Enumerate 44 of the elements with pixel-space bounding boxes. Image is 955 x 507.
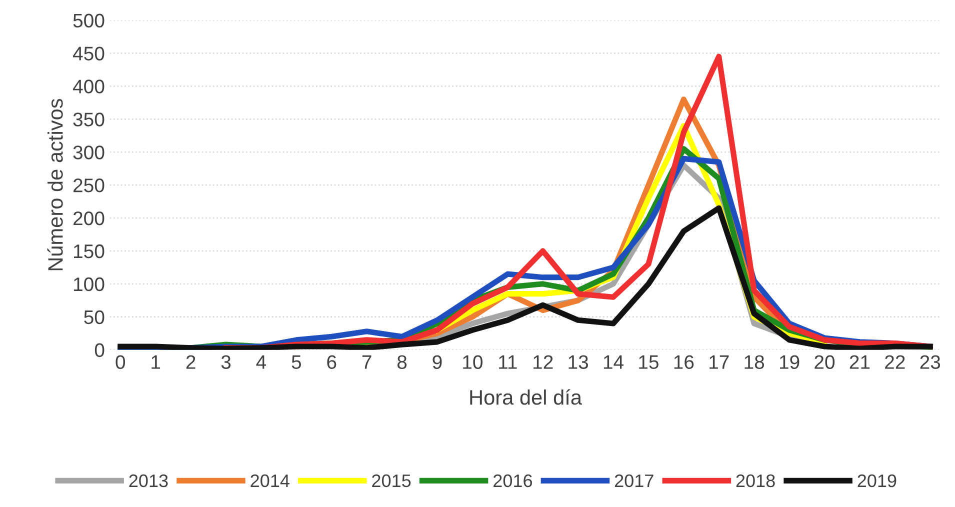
y-tick-label: 50 [84, 310, 104, 324]
x-tick-label: 20 [814, 355, 835, 369]
y-tick-label: 400 [72, 80, 104, 94]
x-tick-label: 8 [397, 355, 407, 369]
y-tick-label: 0 [94, 343, 104, 358]
x-tick-label: 2 [186, 355, 196, 369]
x-tick-label: 14 [604, 355, 624, 369]
x-tick-label: 11 [499, 355, 517, 369]
y-tick-label: 450 [72, 46, 104, 60]
x-tick-label: 4 [256, 355, 266, 369]
y-tick-label: 300 [73, 146, 104, 160]
x-tick-label: 19 [780, 355, 800, 369]
legend-label: 2013 [129, 474, 168, 488]
x-tick-label: 18 [744, 355, 764, 369]
x-tick-label: 0 [116, 355, 126, 369]
y-tick-label: 250 [74, 178, 104, 192]
legend-label: 2018 [736, 474, 775, 488]
x-tick-label: 12 [534, 355, 553, 369]
x-tick-label: 1 [152, 355, 160, 369]
x-tick-label: 15 [639, 355, 658, 369]
x-tick-label: 3 [221, 355, 231, 369]
x-tick-label: 17 [710, 355, 729, 369]
x-tick-label: 10 [463, 355, 482, 369]
x-tick-label: 6 [327, 355, 336, 369]
x-tick-label: 16 [674, 355, 694, 369]
legend-label: 2017 [614, 474, 654, 488]
legend-label: 2014 [250, 474, 290, 488]
y-tick-label: 350 [73, 112, 104, 126]
y-tick-label: 200 [74, 211, 104, 226]
y-axis-title: Número de activos [47, 98, 63, 270]
legend-label: 2019 [858, 474, 896, 488]
x-tick-label: 23 [920, 355, 940, 369]
x-tick-label: 9 [432, 355, 442, 369]
legend-label: 2016 [494, 474, 532, 488]
y-tick-label: 150 [74, 244, 104, 258]
x-tick-label: 22 [885, 355, 905, 369]
x-tick-label: 7 [362, 355, 372, 369]
x-axis-title: Hora del día [470, 389, 582, 405]
legend-label: 2015 [372, 474, 411, 488]
y-tick-label: 100 [74, 277, 104, 292]
x-tick-label: 5 [292, 355, 302, 369]
x-tick-label: 13 [568, 355, 588, 369]
y-tick-label: 500 [73, 14, 104, 28]
x-tick-label: 21 [850, 355, 870, 369]
